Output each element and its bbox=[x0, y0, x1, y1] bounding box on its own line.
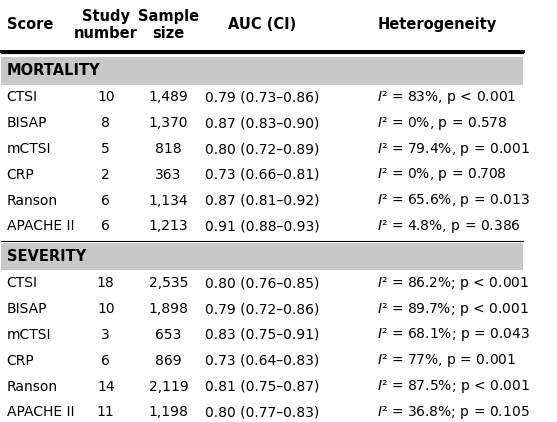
Text: 1,198: 1,198 bbox=[149, 406, 188, 419]
Text: $\mathit{I}$² = 0%, p = 0.708: $\mathit{I}$² = 0%, p = 0.708 bbox=[377, 166, 507, 183]
Text: 0.80 (0.72–0.89): 0.80 (0.72–0.89) bbox=[205, 142, 320, 156]
Text: mCTSI: mCTSI bbox=[7, 142, 51, 156]
Text: $\mathit{I}$² = 4.8%, p = 0.386: $\mathit{I}$² = 4.8%, p = 0.386 bbox=[377, 218, 521, 235]
Text: mCTSI: mCTSI bbox=[7, 328, 51, 342]
Text: 1,898: 1,898 bbox=[149, 302, 188, 316]
Text: 5: 5 bbox=[101, 142, 110, 156]
Text: $\mathit{I}$² = 86.2%; p < 0.001: $\mathit{I}$² = 86.2%; p < 0.001 bbox=[377, 275, 530, 292]
Text: Study
number: Study number bbox=[74, 9, 138, 41]
Text: 0.80 (0.77–0.83): 0.80 (0.77–0.83) bbox=[206, 406, 320, 419]
Text: $\mathit{I}$² = 68.1%; p = 0.043: $\mathit{I}$² = 68.1%; p = 0.043 bbox=[377, 327, 530, 344]
Text: APACHE II: APACHE II bbox=[7, 406, 74, 419]
Text: 0.83 (0.75–0.91): 0.83 (0.75–0.91) bbox=[205, 328, 320, 342]
Text: Ranson: Ranson bbox=[7, 380, 58, 394]
Text: 0.81 (0.75–0.87): 0.81 (0.75–0.87) bbox=[205, 380, 320, 394]
Text: 14: 14 bbox=[97, 380, 115, 394]
Text: 0.87 (0.81–0.92): 0.87 (0.81–0.92) bbox=[205, 194, 320, 208]
Bar bbox=[1, 243, 524, 271]
Text: AUC (CI): AUC (CI) bbox=[228, 17, 296, 32]
Bar bbox=[1, 57, 524, 84]
Text: 0.87 (0.83–0.90): 0.87 (0.83–0.90) bbox=[205, 116, 320, 130]
Text: Heterogeneity: Heterogeneity bbox=[377, 17, 496, 32]
Text: 10: 10 bbox=[97, 302, 115, 316]
Text: APACHE II: APACHE II bbox=[7, 219, 74, 233]
Text: 0.79 (0.73–0.86): 0.79 (0.73–0.86) bbox=[205, 90, 320, 104]
Text: 18: 18 bbox=[97, 276, 115, 290]
Text: Sample
size: Sample size bbox=[138, 9, 199, 41]
Text: BISAP: BISAP bbox=[7, 116, 47, 130]
Text: $\mathit{I}$² = 79.4%, p = 0.001: $\mathit{I}$² = 79.4%, p = 0.001 bbox=[377, 141, 530, 157]
Text: BISAP: BISAP bbox=[7, 302, 47, 316]
Text: 869: 869 bbox=[155, 354, 182, 368]
Text: 0.91 (0.88–0.93): 0.91 (0.88–0.93) bbox=[205, 219, 320, 233]
Text: 653: 653 bbox=[155, 328, 182, 342]
Text: MORTALITY: MORTALITY bbox=[7, 63, 100, 78]
Text: 3: 3 bbox=[101, 328, 110, 342]
Text: Score: Score bbox=[7, 17, 53, 32]
Text: $\mathit{I}$² = 83%, p < 0.001: $\mathit{I}$² = 83%, p < 0.001 bbox=[377, 89, 517, 106]
Text: 818: 818 bbox=[155, 142, 182, 156]
Text: 6: 6 bbox=[101, 354, 110, 368]
Text: 1,370: 1,370 bbox=[149, 116, 188, 130]
Text: $\mathit{I}$² = 36.8%; p = 0.105: $\mathit{I}$² = 36.8%; p = 0.105 bbox=[377, 404, 530, 421]
Text: 6: 6 bbox=[101, 219, 110, 233]
Text: CRP: CRP bbox=[7, 354, 35, 368]
Text: 0.80 (0.76–0.85): 0.80 (0.76–0.85) bbox=[205, 276, 320, 290]
Text: $\mathit{I}$² = 65.6%, p = 0.013: $\mathit{I}$² = 65.6%, p = 0.013 bbox=[377, 192, 530, 209]
Text: 2: 2 bbox=[101, 168, 110, 182]
Text: 0.73 (0.66–0.81): 0.73 (0.66–0.81) bbox=[205, 168, 320, 182]
Text: 0.79 (0.72–0.86): 0.79 (0.72–0.86) bbox=[205, 302, 320, 316]
Text: CTSI: CTSI bbox=[7, 276, 38, 290]
Text: 2,119: 2,119 bbox=[149, 380, 188, 394]
Text: CTSI: CTSI bbox=[7, 90, 38, 104]
Text: 0.73 (0.64–0.83): 0.73 (0.64–0.83) bbox=[206, 354, 320, 368]
Text: $\mathit{I}$² = 77%, p = 0.001: $\mathit{I}$² = 77%, p = 0.001 bbox=[377, 352, 516, 369]
Text: 363: 363 bbox=[155, 168, 182, 182]
Text: CRP: CRP bbox=[7, 168, 35, 182]
Text: $\mathit{I}$² = 87.5%; p < 0.001: $\mathit{I}$² = 87.5%; p < 0.001 bbox=[377, 378, 530, 395]
Text: Ranson: Ranson bbox=[7, 194, 58, 208]
Text: 6: 6 bbox=[101, 194, 110, 208]
Text: 1,213: 1,213 bbox=[149, 219, 188, 233]
Text: 11: 11 bbox=[97, 406, 115, 419]
Text: 8: 8 bbox=[101, 116, 110, 130]
Text: $\mathit{I}$² = 0%, p = 0.578: $\mathit{I}$² = 0%, p = 0.578 bbox=[377, 115, 507, 132]
Text: 2,535: 2,535 bbox=[149, 276, 188, 290]
Text: SEVERITY: SEVERITY bbox=[7, 249, 86, 264]
Text: $\mathit{I}$² = 89.7%; p < 0.001: $\mathit{I}$² = 89.7%; p < 0.001 bbox=[377, 301, 529, 318]
Text: 10: 10 bbox=[97, 90, 115, 104]
Text: 1,134: 1,134 bbox=[149, 194, 188, 208]
Text: 1,489: 1,489 bbox=[149, 90, 188, 104]
